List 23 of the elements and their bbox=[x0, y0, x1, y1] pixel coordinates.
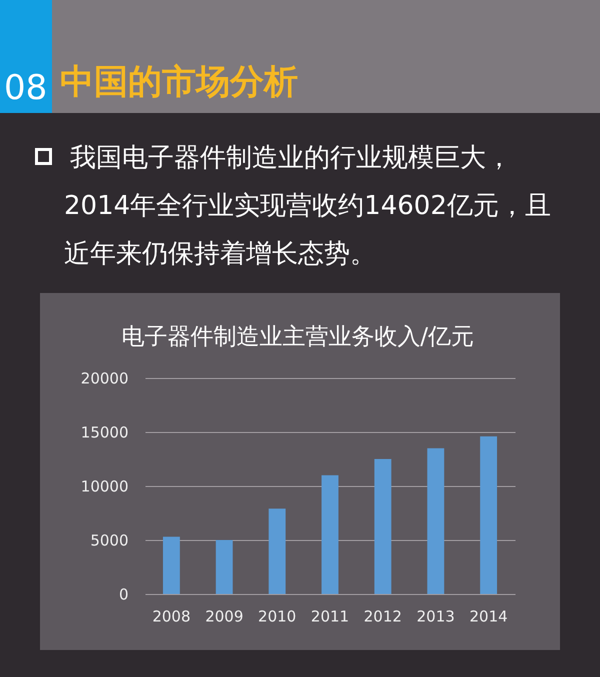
bar bbox=[162, 536, 180, 594]
y-tick-label: 5000 bbox=[90, 532, 128, 550]
bar bbox=[427, 448, 444, 594]
y-tick-label: 15000 bbox=[80, 424, 128, 442]
text: 08 bbox=[4, 68, 48, 108]
bar bbox=[480, 436, 498, 594]
chart-title: 电子器件制造业主营业务收入/亿元 bbox=[121, 324, 474, 350]
bar bbox=[374, 459, 392, 594]
y-tick-label: 20000 bbox=[80, 370, 128, 388]
y-tick-label: 10000 bbox=[80, 478, 128, 496]
text: 我国电子器件制造业的行业规模巨大，2014年全行业实现营收约14602亿元，且近年来仍保持着增长态势。 bbox=[64, 142, 552, 271]
x-tick-label: 2013 bbox=[416, 608, 455, 626]
x-tick-label: 2014 bbox=[469, 608, 508, 626]
bar bbox=[216, 540, 233, 594]
text: 中国的市场分析 bbox=[60, 61, 298, 104]
x-tick-label: 2010 bbox=[258, 608, 296, 626]
x-tick-label: 2011 bbox=[310, 608, 350, 626]
y-tick-label: 0 bbox=[118, 586, 128, 604]
x-tick-label: 2008 bbox=[152, 608, 191, 626]
x-tick-label: 2012 bbox=[364, 608, 402, 626]
bar bbox=[268, 508, 286, 594]
bar bbox=[322, 475, 338, 594]
x-tick-label: 2009 bbox=[205, 608, 244, 626]
